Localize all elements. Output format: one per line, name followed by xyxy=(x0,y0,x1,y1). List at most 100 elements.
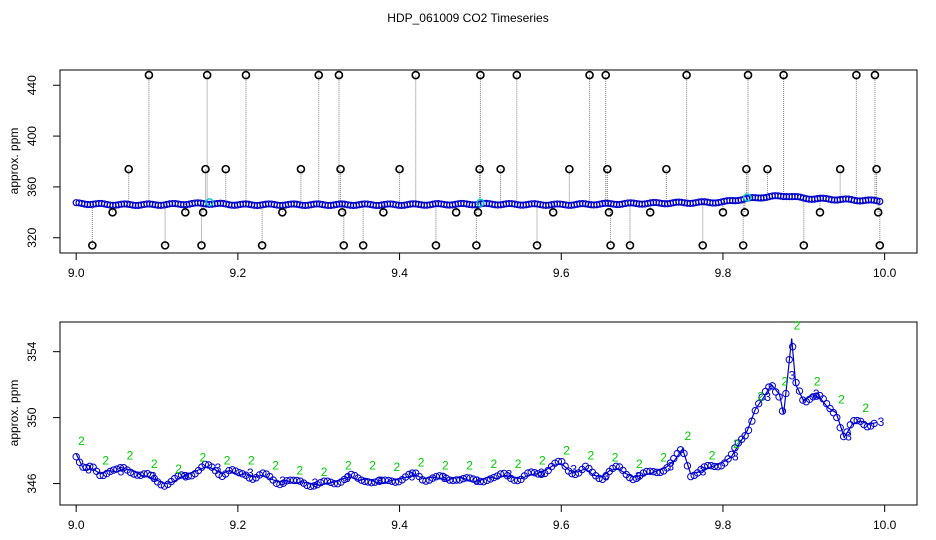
bottom-data-point xyxy=(748,417,756,425)
top-outlier-point xyxy=(738,241,748,250)
bottom-point-label-3: 3 xyxy=(845,430,852,444)
bottom-data-point xyxy=(381,476,389,484)
bottom-data-point xyxy=(537,470,546,478)
top-outlier-point xyxy=(718,208,728,217)
bottom-data-point xyxy=(490,473,498,482)
top-outlier-point xyxy=(565,164,574,174)
bottom-data-point xyxy=(462,474,471,482)
bottom-data-point xyxy=(700,463,709,471)
bottom-point-label-3: 3 xyxy=(764,390,771,404)
bottom-point-label-2: 2 xyxy=(466,459,473,473)
top-outlier-point xyxy=(278,208,287,217)
top-outlier-point xyxy=(496,164,505,174)
bottom-data-point xyxy=(109,466,118,474)
bottom-data-point xyxy=(259,469,267,477)
bottom-panel: approx. ppm 9.0 9.2 9.4 9.6 9.8 10.0 346 350 354… xyxy=(7,318,918,532)
bottom-data-point xyxy=(405,470,413,479)
bottom-point-label-2: 2 xyxy=(369,459,376,473)
bottom-data-point xyxy=(656,468,664,477)
bottom-series-line xyxy=(75,338,877,486)
bottom-data-point xyxy=(612,462,620,471)
top-outlier-point xyxy=(603,164,612,174)
bottom-data-point xyxy=(249,475,257,483)
bottom-data-point xyxy=(408,469,417,477)
bottom-data-point xyxy=(670,454,678,463)
bottom-point-label-2: 2 xyxy=(175,462,182,476)
top-outlier-point xyxy=(512,70,522,80)
bottom-data-point xyxy=(530,468,539,477)
top-outlier-point xyxy=(197,241,206,250)
bottom-point-label-2: 2 xyxy=(321,465,328,479)
bottom-point-label-2: 2 xyxy=(794,318,801,332)
bottom-point-label-2: 2 xyxy=(224,454,231,468)
bottom-data-point xyxy=(527,468,535,476)
bottom-data-point xyxy=(812,392,821,400)
bottom-data-point xyxy=(554,457,563,466)
top-outlier-point xyxy=(532,241,542,250)
chart-title: HDP_061009 CO2 Timeseries xyxy=(387,11,548,25)
bottom-data-point xyxy=(327,478,335,487)
top-series xyxy=(72,70,885,250)
bottom-plot-frame xyxy=(59,321,918,506)
top-x-tick-label: 9.0 xyxy=(68,266,85,280)
bottom-data-point xyxy=(687,472,695,481)
bottom-data-point xyxy=(561,462,569,470)
bottom-data-point xyxy=(347,470,355,479)
top-outlier-point xyxy=(88,241,97,250)
bottom-point-label-2: 2 xyxy=(296,464,303,478)
bottom-data-point xyxy=(228,466,237,474)
bottom-data-point xyxy=(422,477,430,485)
bottom-data-point xyxy=(333,479,342,488)
bottom-data-point xyxy=(452,476,461,484)
top-outlier-point xyxy=(339,241,349,250)
bottom-data-point xyxy=(571,470,580,479)
top-panel: approx. ppm 9.0 9.2 9.4 9.6 9.8 10.0 320 360 400… xyxy=(7,69,918,280)
bottom-point-label-3: 3 xyxy=(667,459,674,473)
bottom-data-point xyxy=(310,482,318,490)
bottom-x-tick-label: 10.0 xyxy=(873,518,897,532)
bottom-data-point xyxy=(680,449,688,458)
bottom-point-label-2: 2 xyxy=(862,401,869,415)
bottom-point-label-2: 2 xyxy=(782,374,789,388)
bottom-data-point xyxy=(863,423,872,431)
bottom-data-point xyxy=(795,387,804,395)
bottom-data-point xyxy=(384,476,393,485)
bottom-x-tick-label: 9.8 xyxy=(715,518,732,532)
bottom-data-point xyxy=(126,468,135,477)
top-plot-frame xyxy=(59,69,918,254)
bottom-data-point xyxy=(429,474,437,482)
top-x-tick-label: 10.0 xyxy=(873,266,897,280)
bottom-data-point xyxy=(751,406,760,415)
top-outlier-point xyxy=(108,208,117,217)
bottom-data-point xyxy=(75,458,84,466)
bottom-data-point xyxy=(289,476,298,485)
bottom-point-label-3: 3 xyxy=(247,466,254,480)
bottom-data-point xyxy=(870,419,878,428)
top-outlier-point xyxy=(198,208,208,217)
bottom-point-label-3: 3 xyxy=(878,415,885,429)
bottom-data-point xyxy=(184,472,192,480)
top-highlight-point xyxy=(476,198,485,208)
bottom-data-point xyxy=(469,475,478,483)
bottom-data-point xyxy=(646,467,654,475)
bottom-y-tick-label: 354 xyxy=(25,341,39,361)
bottom-data-point xyxy=(819,395,827,403)
top-outlier-point xyxy=(221,164,231,174)
bottom-point-label-2: 2 xyxy=(563,444,570,458)
top-outlier-point xyxy=(334,70,344,80)
bottom-data-point xyxy=(232,467,240,475)
top-outlier-point xyxy=(815,208,825,217)
bottom-point-label-3: 3 xyxy=(279,474,286,488)
bottom-point-label-2: 2 xyxy=(345,459,352,473)
top-y-tick-label: 360 xyxy=(25,177,39,197)
bottom-data-point xyxy=(595,474,603,483)
bottom-data-point xyxy=(357,476,366,484)
bottom-data-point xyxy=(391,478,400,486)
bottom-data-point xyxy=(160,482,169,490)
bottom-data-point xyxy=(476,477,484,486)
top-outlier-point xyxy=(601,70,611,80)
top-outlier-point xyxy=(314,70,324,80)
bottom-data-point xyxy=(707,461,715,470)
bottom-point-label-2: 2 xyxy=(515,457,522,471)
